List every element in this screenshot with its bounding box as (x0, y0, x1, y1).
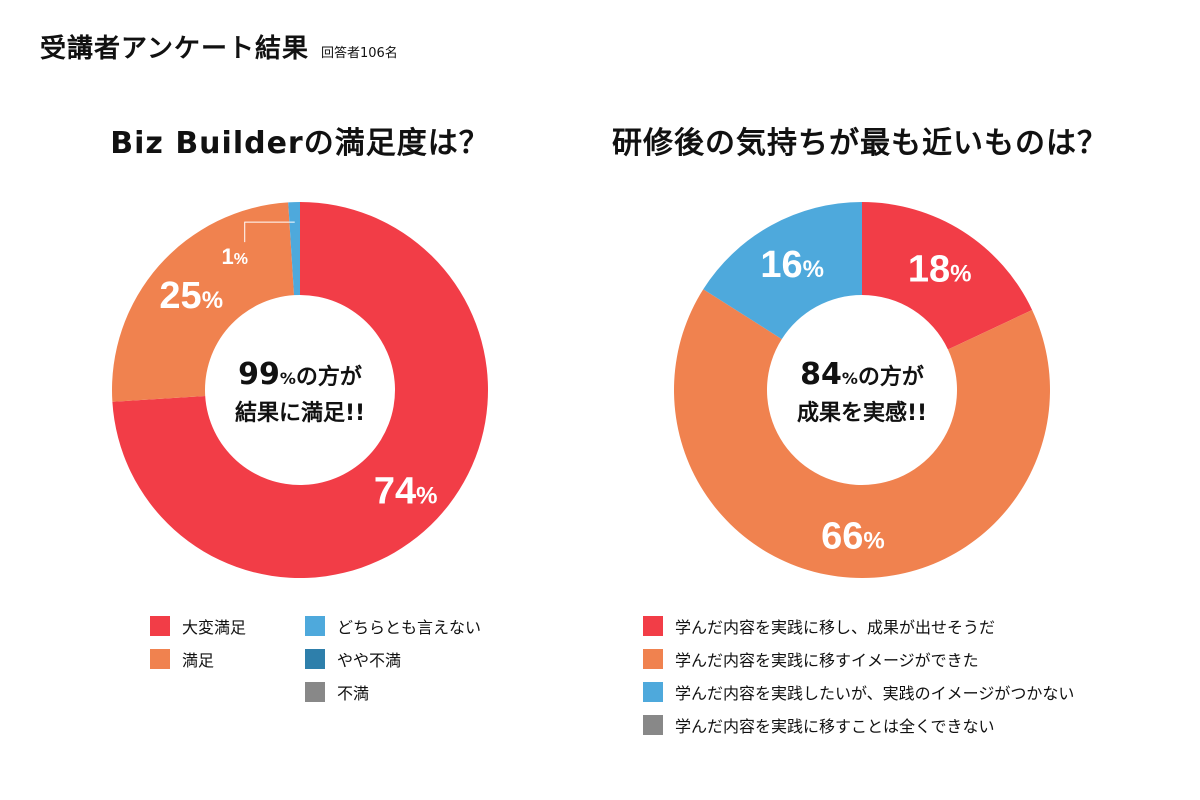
legend-label: 学んだ内容を実践したいが、実践のイメージがつかない (675, 684, 1075, 703)
legend-item: どちらとも言えない (305, 616, 482, 637)
legend-item: 不満 (305, 682, 481, 703)
legend-label: 学んだ内容を実践に移し、成果が出せそうだ (675, 618, 996, 637)
center-text-line1: 99%の方が (238, 357, 362, 392)
legend-item: やや不満 (305, 649, 481, 670)
legend-item: 学んだ内容を実践したいが、実践のイメージがつかない (643, 682, 1075, 703)
donut-slice (674, 289, 1050, 578)
donut-slice (112, 202, 488, 578)
legend-swatch (150, 616, 170, 636)
legend-item: 学んだ内容を実践に移すことは全くできない (643, 715, 1074, 736)
satisfaction-legend-col2: どちらとも言えない やや不満 不満 (305, 616, 481, 715)
legend-label: 学んだ内容を実践に移すことは全くできない (675, 717, 995, 736)
slice-label: 18% (908, 249, 972, 291)
chart-title-feeling: 研修後の気持ちが最も近いものは？ (612, 126, 1108, 161)
chart-title-satisfaction: Biz Builderの満足度は？ (110, 126, 490, 161)
feeling-legend: 学んだ内容を実践に移し、成果が出せそうだ 学んだ内容を実践に移すイメージができた… (643, 616, 1074, 748)
satisfaction-legend-col1: 大変満足 満足 (150, 616, 246, 682)
respondent-count: 回答者106名 (320, 46, 398, 61)
leader-line (244, 221, 295, 243)
page-header: 受講者アンケート結果 回答者106名 (40, 28, 398, 65)
legend-item: 満足 (150, 649, 246, 670)
legend-label: やや不満 (337, 651, 402, 670)
slice-label: 25% (159, 275, 223, 317)
legend-label: 学んだ内容を実践に移すイメージができた (675, 651, 979, 670)
legend-swatch (643, 715, 663, 735)
legend-label: 不満 (337, 684, 370, 703)
legend-swatch (643, 682, 663, 702)
slice-label: 74% (374, 470, 438, 512)
donut-slice (112, 202, 295, 402)
donut-slice (703, 202, 862, 340)
legend-swatch (643, 649, 663, 669)
page-title: 受講者アンケート結果 (40, 34, 309, 64)
legend-item: 学んだ内容を実践に移すイメージができた (643, 649, 1074, 670)
donut-slice (862, 202, 1033, 350)
center-text-line2: 成果を実感!! (797, 400, 927, 426)
legend-item: 学んだ内容を実践に移し、成果が出せそうだ (643, 616, 1074, 637)
legend-item: 大変満足 (150, 616, 247, 637)
slice-label: 16% (760, 244, 824, 286)
legend-swatch (305, 649, 325, 669)
legend-swatch (305, 616, 325, 636)
center-text-line2: 結果に満足!! (235, 400, 365, 426)
slice-label: 66% (821, 516, 885, 558)
legend-label: 満足 (182, 651, 215, 670)
legend-label: 大変満足 (182, 618, 247, 637)
legend-swatch (150, 649, 170, 669)
legend-label: どちらとも言えない (337, 618, 482, 637)
center-text-line1: 84%の方が (800, 357, 924, 392)
slice-label: 1% (221, 244, 247, 269)
legend-swatch (643, 616, 663, 636)
legend-swatch (305, 682, 325, 702)
donut-slice (288, 202, 300, 296)
